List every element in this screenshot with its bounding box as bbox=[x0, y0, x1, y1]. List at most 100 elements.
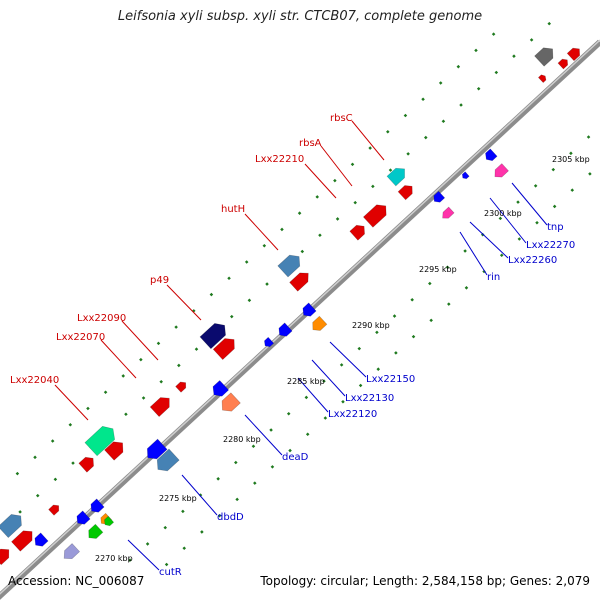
gene-label-hutH[interactable]: hutH bbox=[221, 204, 245, 215]
track-dot bbox=[270, 465, 275, 469]
gene-label-rbsC[interactable]: rbsC bbox=[330, 113, 353, 124]
track-dot bbox=[86, 406, 90, 411]
reverse-gene-feature[interactable] bbox=[90, 498, 105, 513]
reverse-gene-feature[interactable] bbox=[278, 322, 293, 337]
gene-label-p49[interactable]: p49 bbox=[150, 275, 169, 286]
gene-label-Lxx22040[interactable]: Lxx22040 bbox=[10, 375, 59, 386]
track-dot bbox=[494, 70, 499, 75]
track-dot bbox=[235, 497, 239, 502]
track-dot bbox=[411, 334, 416, 339]
track-dot bbox=[174, 325, 178, 329]
track-dot bbox=[209, 292, 214, 297]
track-dot bbox=[124, 412, 128, 417]
forward-gene-feature[interactable] bbox=[386, 167, 405, 187]
scale-label-2290: 2290 kbp bbox=[352, 321, 390, 330]
track-dot bbox=[333, 178, 337, 183]
reverse-gene-feature[interactable] bbox=[221, 392, 241, 412]
track-dot bbox=[410, 298, 414, 302]
label-leader-lines bbox=[54, 120, 548, 571]
track-dot bbox=[498, 216, 503, 221]
reverse-gene-feature[interactable] bbox=[302, 302, 317, 317]
forward-gene-feature[interactable] bbox=[289, 272, 309, 292]
forward-gene-feature[interactable] bbox=[537, 74, 547, 84]
track-dot bbox=[304, 395, 309, 400]
track-dot bbox=[247, 298, 252, 303]
track-dot bbox=[315, 195, 320, 199]
reverse-gene-feature[interactable] bbox=[442, 206, 455, 219]
leader-line bbox=[100, 339, 137, 379]
track-guides bbox=[0, 21, 592, 567]
reverse-gene-feature[interactable] bbox=[312, 315, 328, 331]
forward-gene-feature[interactable] bbox=[84, 425, 116, 457]
track-dot bbox=[53, 477, 58, 482]
track-dot bbox=[429, 318, 433, 323]
gene-label-dbdD[interactable]: dbdD bbox=[217, 512, 244, 523]
track-dot bbox=[353, 200, 357, 205]
forward-gene-feature[interactable] bbox=[349, 224, 365, 241]
track-dot bbox=[533, 184, 538, 188]
track-dot bbox=[586, 135, 591, 139]
gene-label-rbsA[interactable]: rbsA bbox=[299, 138, 322, 149]
forward-gene-feature[interactable] bbox=[78, 456, 94, 473]
gene-label-deaD[interactable]: deaD bbox=[282, 452, 309, 463]
gene-label-rin[interactable]: rin bbox=[487, 272, 500, 283]
reverse-gene-feature[interactable] bbox=[63, 543, 81, 560]
track-dot bbox=[388, 168, 393, 172]
track-dot bbox=[459, 103, 463, 107]
reverse-gene-feature[interactable] bbox=[485, 148, 498, 162]
reverse-gene-feature[interactable] bbox=[88, 523, 104, 539]
forward-gene-feature[interactable] bbox=[362, 204, 387, 228]
forward-gene-feature[interactable] bbox=[48, 504, 60, 516]
gene-label-Lxx22270[interactable]: Lxx22270 bbox=[526, 240, 575, 251]
forward-gene-feature[interactable] bbox=[175, 381, 187, 393]
reverse-gene-feature[interactable] bbox=[494, 163, 509, 178]
gene-label-tnp[interactable]: tnp bbox=[547, 222, 564, 233]
gene-label-Lxx22090[interactable]: Lxx22090 bbox=[77, 313, 126, 324]
genome-summary-text: Topology: circular; Length: 2,584,158 bp… bbox=[260, 574, 590, 588]
forward-gene-feature[interactable] bbox=[149, 397, 170, 418]
track-dot bbox=[194, 347, 199, 351]
reverse-gene-feature[interactable] bbox=[34, 532, 49, 547]
scale-label-2305: 2305 kbp bbox=[552, 155, 590, 164]
reverse-gene-feature[interactable] bbox=[433, 190, 446, 203]
track-dot bbox=[456, 64, 461, 69]
gene-label-Lxx22150[interactable]: Lxx22150 bbox=[366, 374, 415, 385]
forward-gene-feature[interactable] bbox=[212, 338, 235, 361]
forward-gene-feature[interactable] bbox=[0, 548, 10, 566]
track-dot bbox=[464, 286, 469, 290]
gene-label-Lxx22070[interactable]: Lxx22070 bbox=[56, 332, 105, 343]
accession-text: Accession: NC_006087 bbox=[8, 574, 145, 588]
reverse-gene-feature[interactable] bbox=[146, 438, 168, 460]
leader-line bbox=[469, 221, 509, 259]
reverse-gene-feature[interactable] bbox=[264, 336, 275, 348]
reverse-gene-feature[interactable] bbox=[76, 510, 91, 525]
forward-gene-feature[interactable] bbox=[397, 185, 413, 201]
reverse-gene-feature[interactable] bbox=[212, 380, 230, 397]
forward-gene-feature[interactable] bbox=[104, 441, 124, 461]
forward-gene-feature[interactable] bbox=[566, 47, 581, 62]
forward-gene-feature[interactable] bbox=[199, 323, 226, 350]
track-dot bbox=[358, 383, 363, 388]
forward-gene-feature[interactable] bbox=[277, 254, 301, 278]
leader-line bbox=[311, 359, 346, 397]
forward-gene-feature[interactable] bbox=[0, 514, 22, 539]
track-dot bbox=[529, 38, 534, 42]
leader-line bbox=[489, 197, 527, 244]
gene-label-cutR[interactable]: cutR bbox=[159, 567, 182, 578]
gene-label-Lxx22260[interactable]: Lxx22260 bbox=[508, 255, 557, 266]
track-dot bbox=[335, 217, 340, 221]
reverse-gene-feature[interactable] bbox=[104, 515, 115, 527]
gene-label-Lxx22120[interactable]: Lxx22120 bbox=[328, 409, 377, 420]
track-dot bbox=[229, 314, 234, 319]
gene-label-Lxx22210[interactable]: Lxx22210 bbox=[255, 154, 304, 165]
gene-label-Lxx22130[interactable]: Lxx22130 bbox=[345, 393, 394, 404]
scale-label-2285: 2285 kbp bbox=[287, 377, 325, 386]
track-dot bbox=[253, 481, 257, 485]
leader-line bbox=[54, 384, 89, 421]
forward-gene-feature[interactable] bbox=[534, 47, 554, 67]
reverse-gene-feature[interactable] bbox=[461, 171, 470, 180]
reverse-gene-feature[interactable] bbox=[156, 448, 180, 472]
forward-gene-feature[interactable] bbox=[557, 58, 569, 70]
track-dot bbox=[512, 54, 516, 58]
forward-gene-feature[interactable] bbox=[11, 530, 33, 552]
